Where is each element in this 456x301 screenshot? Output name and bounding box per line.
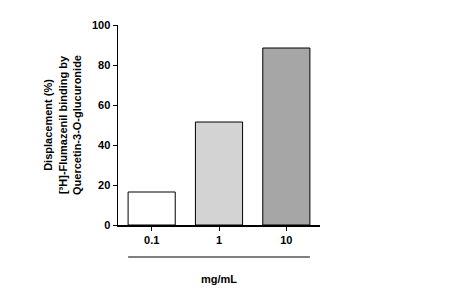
svg-text:60: 60: [98, 99, 110, 111]
svg-text:0: 0: [104, 219, 110, 231]
svg-text:80: 80: [98, 59, 110, 71]
svg-text:40: 40: [98, 139, 110, 151]
svg-text:Displacement (%)[³H]-Flumazeni: Displacement (%)[³H]-Flumazenil binding …: [42, 55, 83, 195]
svg-text:1: 1: [216, 234, 222, 246]
svg-text:10: 10: [280, 234, 292, 246]
svg-text:mg/mL: mg/mL: [201, 273, 237, 285]
svg-text:0.1: 0.1: [144, 234, 159, 246]
svg-text:20: 20: [98, 179, 110, 191]
svg-text:100: 100: [92, 19, 110, 31]
